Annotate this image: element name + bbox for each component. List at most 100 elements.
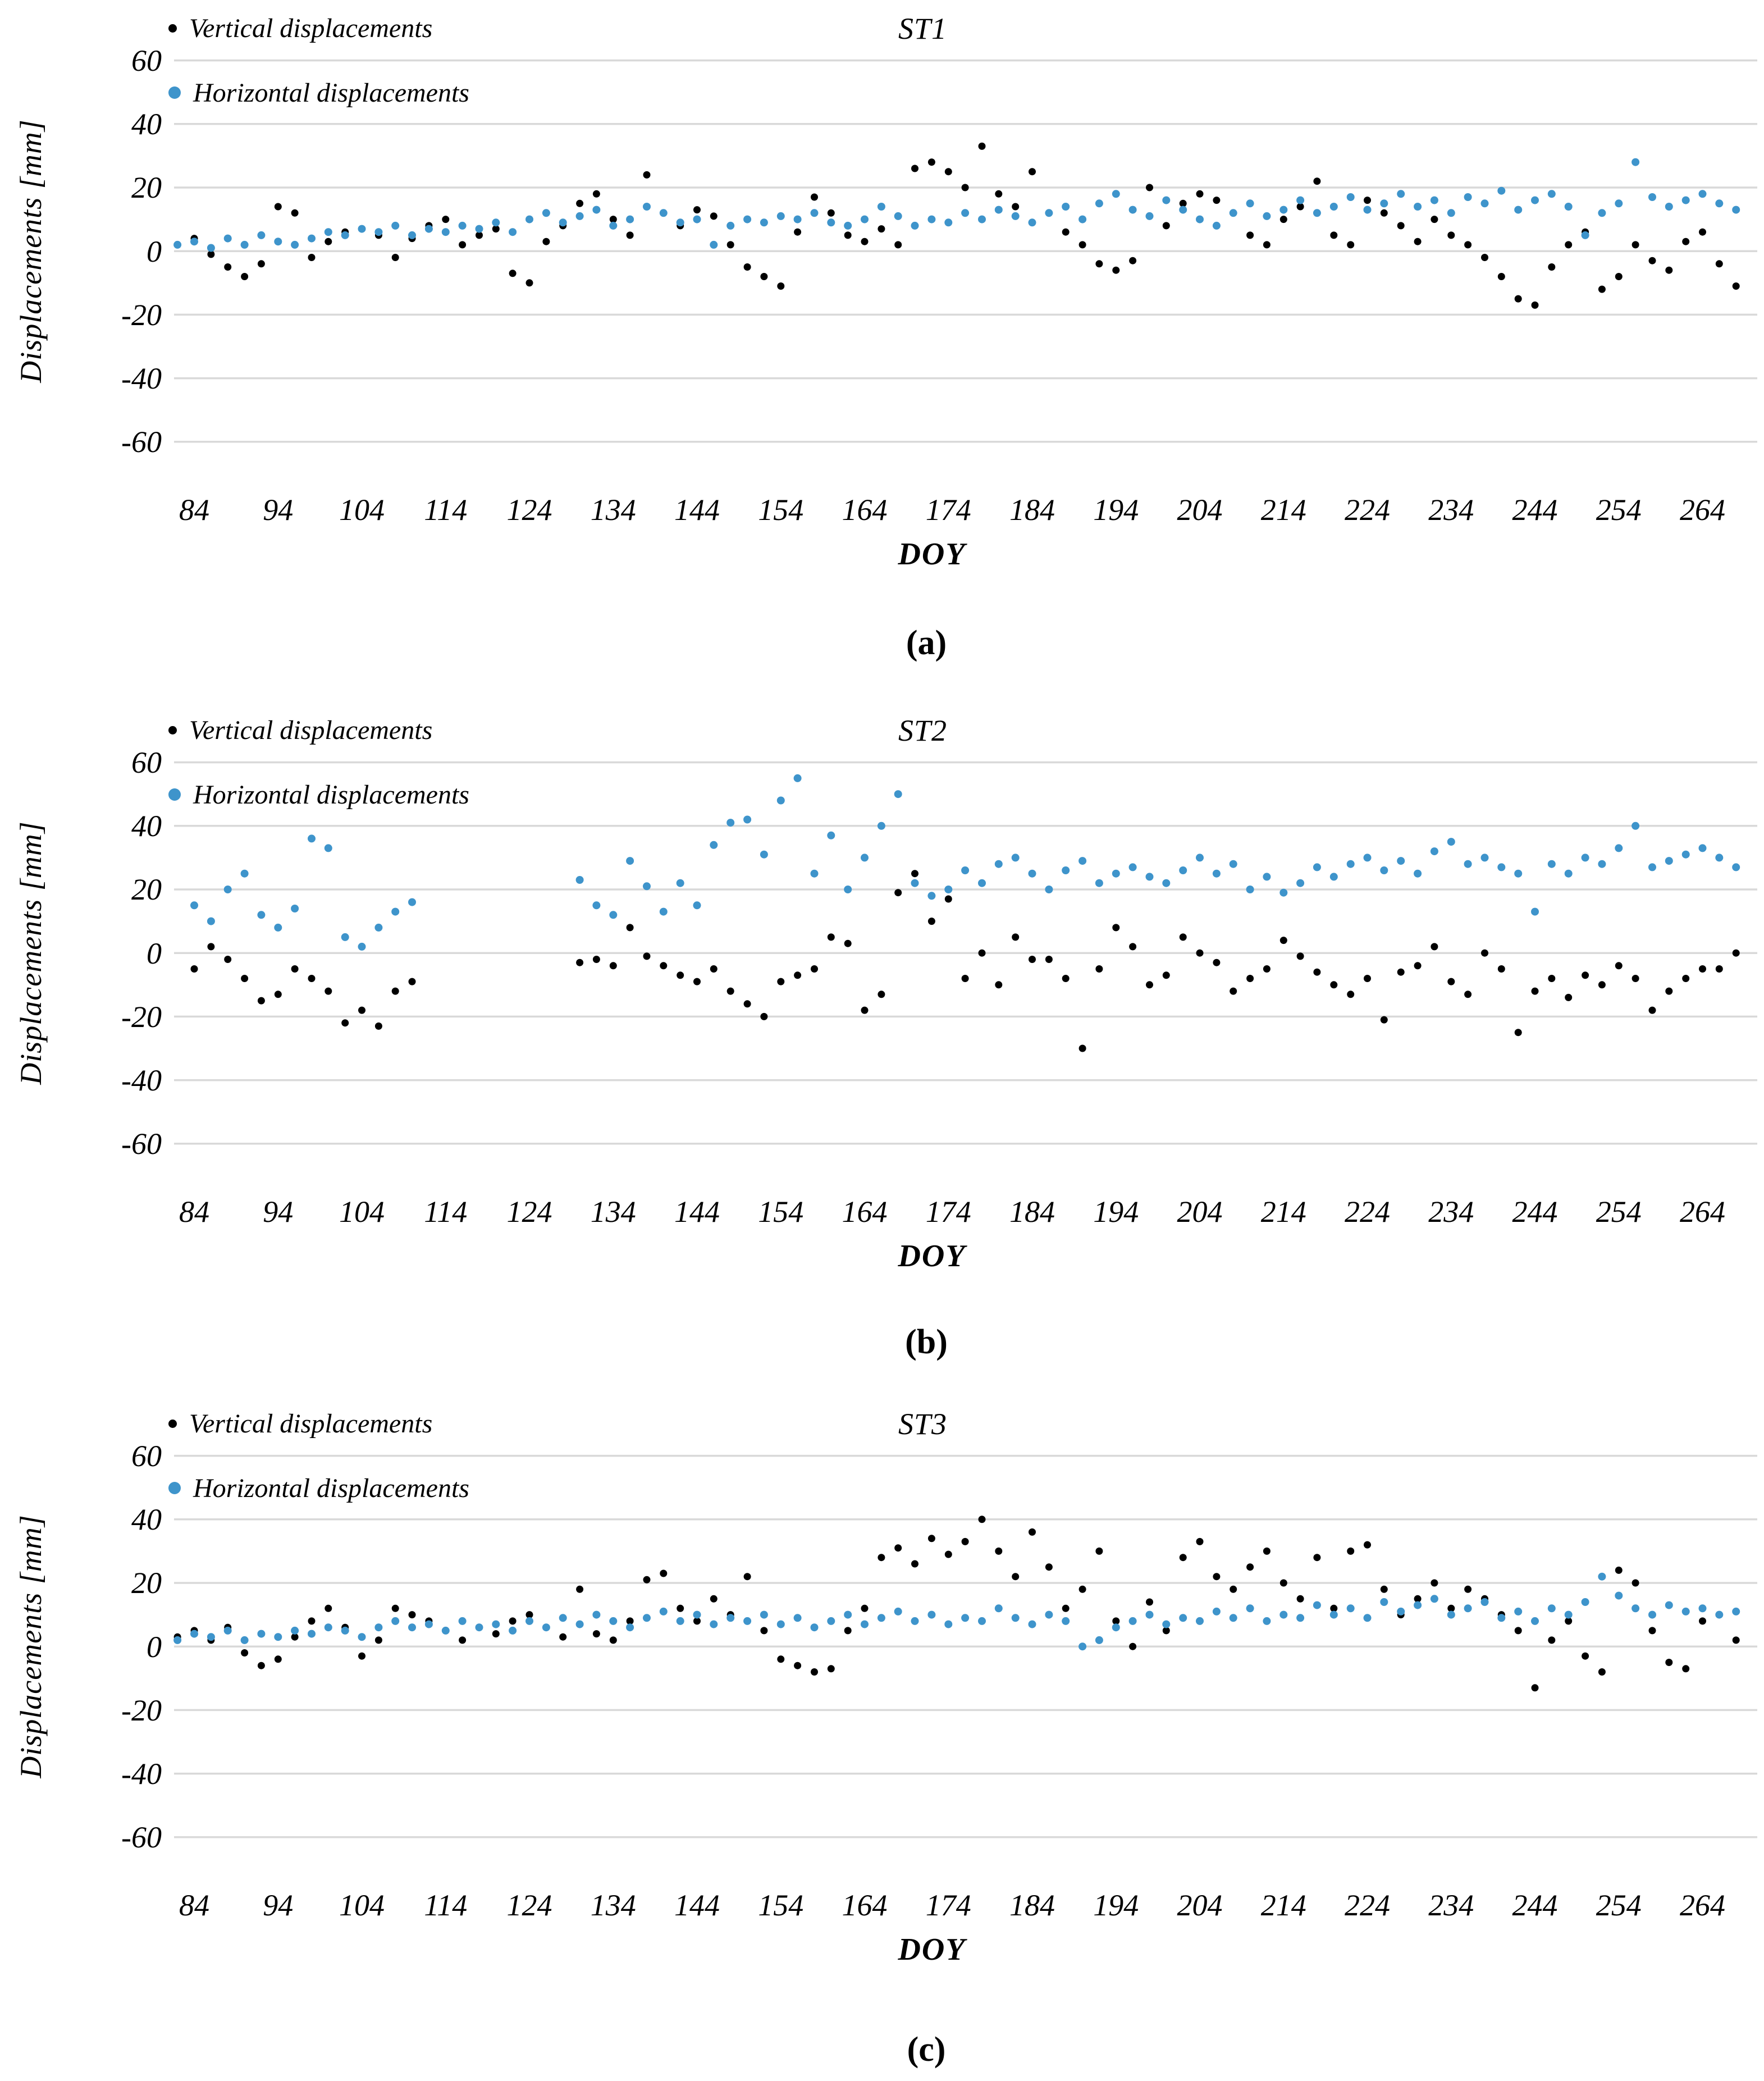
data-point-horizontal xyxy=(257,231,266,240)
data-point-vertical xyxy=(1531,1684,1539,1692)
data-point-horizontal xyxy=(559,218,567,227)
y-tick-label: 20 xyxy=(131,873,162,907)
chart-title: ST3 xyxy=(898,1407,948,1441)
data-point-vertical xyxy=(1531,987,1539,995)
data-point-vertical xyxy=(1431,1579,1438,1587)
data-point-vertical xyxy=(1632,241,1639,249)
data-point-horizontal xyxy=(424,225,433,233)
chart-title: ST2 xyxy=(898,714,948,747)
data-point-horizontal xyxy=(1112,870,1120,878)
data-point-horizontal xyxy=(1128,206,1137,214)
data-point-horizontal xyxy=(1547,190,1556,198)
y-tick-label: -40 xyxy=(121,362,162,395)
data-point-vertical xyxy=(1313,969,1321,976)
data-point-horizontal xyxy=(1045,1610,1053,1619)
data-point-vertical xyxy=(927,158,935,166)
legend-item-horizontal: Horizontal displacements xyxy=(168,775,469,814)
data-point-vertical xyxy=(1330,231,1338,239)
data-point-horizontal xyxy=(1011,1614,1020,1622)
data-point-vertical xyxy=(760,273,768,281)
data-point-horizontal xyxy=(676,218,684,227)
data-point-vertical xyxy=(576,200,584,208)
data-point-vertical xyxy=(391,254,399,262)
data-point-horizontal xyxy=(1414,203,1422,211)
data-point-horizontal xyxy=(308,234,316,243)
data-point-horizontal xyxy=(1078,857,1087,865)
data-point-vertical xyxy=(1012,1573,1020,1581)
x-tick-label: 224 xyxy=(1345,493,1390,527)
data-point-vertical xyxy=(1146,981,1153,989)
data-point-horizontal xyxy=(1313,863,1321,871)
data-point-vertical xyxy=(811,1668,818,1676)
data-point-horizontal xyxy=(1279,206,1288,214)
data-point-horizontal xyxy=(676,1617,684,1626)
data-point-horizontal xyxy=(575,876,584,884)
data-point-horizontal xyxy=(1363,1614,1372,1622)
x-axis-title: DOY xyxy=(898,1239,966,1274)
x-tick-label: 174 xyxy=(925,1195,971,1229)
data-point-horizontal xyxy=(978,879,986,888)
data-point-horizontal xyxy=(1615,1591,1623,1600)
data-point-vertical xyxy=(509,270,517,277)
data-point-horizontal xyxy=(475,225,483,233)
data-point-vertical xyxy=(1146,1598,1153,1606)
x-tick-label: 204 xyxy=(1177,1888,1223,1923)
data-point-vertical xyxy=(743,1573,751,1581)
data-point-horizontal xyxy=(1095,879,1103,888)
data-point-horizontal xyxy=(223,886,232,894)
data-point-vertical xyxy=(1179,1554,1187,1562)
data-point-vertical xyxy=(1364,197,1371,204)
data-point-vertical xyxy=(777,282,785,290)
data-point-vertical xyxy=(1598,285,1606,293)
data-point-horizontal xyxy=(592,901,601,910)
x-tick-label: 264 xyxy=(1680,1888,1725,1923)
data-point-horizontal xyxy=(1732,863,1740,871)
data-point-vertical xyxy=(861,1006,869,1014)
data-point-vertical xyxy=(1012,203,1020,211)
data-point-vertical xyxy=(308,975,316,983)
data-point-horizontal xyxy=(827,1617,835,1626)
data-point-horizontal xyxy=(693,215,701,223)
data-point-horizontal xyxy=(626,215,634,223)
x-tick-label: 154 xyxy=(758,493,804,527)
data-point-horizontal xyxy=(1196,215,1204,223)
data-point-horizontal xyxy=(1447,1610,1455,1619)
data-point-horizontal xyxy=(1665,1601,1673,1609)
data-point-vertical xyxy=(995,190,1003,198)
data-point-vertical xyxy=(861,238,869,246)
data-point-horizontal xyxy=(1045,886,1053,894)
data-point-horizontal xyxy=(1112,1623,1120,1632)
data-point-horizontal xyxy=(877,822,885,830)
data-point-vertical xyxy=(794,971,802,979)
data-point-horizontal xyxy=(760,851,768,859)
data-point-horizontal xyxy=(726,819,735,827)
y-tick-label: 40 xyxy=(131,1503,162,1537)
data-point-horizontal xyxy=(308,834,316,843)
data-point-horizontal xyxy=(911,222,919,230)
legend-label: Horizontal displacements xyxy=(193,779,469,810)
data-point-horizontal xyxy=(1229,1614,1237,1622)
data-point-vertical xyxy=(1078,241,1086,249)
data-point-vertical xyxy=(743,1000,751,1008)
x-tick-label: 104 xyxy=(339,1888,385,1923)
data-point-vertical xyxy=(777,978,785,985)
data-point-vertical xyxy=(592,1630,600,1638)
data-point-vertical xyxy=(1095,1548,1103,1555)
data-point-horizontal xyxy=(1162,196,1171,204)
data-point-horizontal xyxy=(760,1610,768,1619)
data-point-horizontal xyxy=(324,228,332,236)
data-point-vertical xyxy=(1632,1579,1639,1587)
data-point-vertical xyxy=(693,206,701,214)
data-point-vertical xyxy=(827,933,835,941)
data-point-vertical xyxy=(341,1019,349,1027)
x-tick-label: 264 xyxy=(1680,493,1725,527)
chart-title: ST1 xyxy=(898,12,948,45)
data-point-vertical xyxy=(224,263,232,271)
data-point-horizontal xyxy=(1263,873,1271,881)
data-point-horizontal xyxy=(844,222,852,230)
data-point-horizontal xyxy=(1078,215,1087,223)
data-point-vertical xyxy=(961,184,969,191)
y-tick-label: 60 xyxy=(131,44,162,77)
data-point-vertical xyxy=(1279,216,1287,223)
data-point-vertical xyxy=(1196,1538,1204,1546)
